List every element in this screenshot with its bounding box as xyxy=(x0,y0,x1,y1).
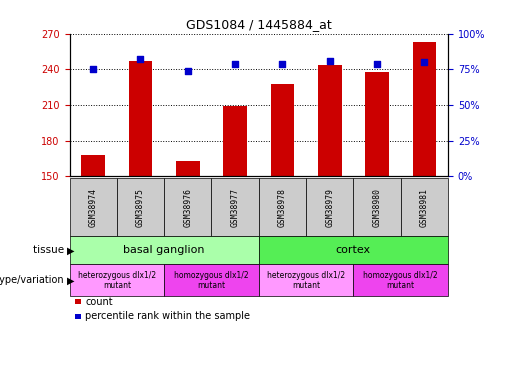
Text: GSM38977: GSM38977 xyxy=(231,188,239,226)
Title: GDS1084 / 1445884_at: GDS1084 / 1445884_at xyxy=(186,18,332,31)
Text: homozygous dlx1/2
mutant: homozygous dlx1/2 mutant xyxy=(174,271,249,290)
Text: tissue: tissue xyxy=(32,245,67,255)
Text: percentile rank within the sample: percentile rank within the sample xyxy=(85,311,250,321)
Point xyxy=(231,61,239,67)
Text: heterozygous dlx1/2
mutant: heterozygous dlx1/2 mutant xyxy=(267,271,345,290)
Point xyxy=(89,66,97,72)
Text: ▶: ▶ xyxy=(67,245,75,255)
Text: ▶: ▶ xyxy=(67,275,75,285)
Point xyxy=(136,56,145,62)
Bar xyxy=(81,155,105,176)
Point xyxy=(184,68,192,74)
Text: count: count xyxy=(85,297,113,307)
Text: GSM38974: GSM38974 xyxy=(89,188,98,226)
Point xyxy=(278,61,286,67)
Point xyxy=(325,58,334,64)
Text: GSM38978: GSM38978 xyxy=(278,188,287,226)
Text: heterozygous dlx1/2
mutant: heterozygous dlx1/2 mutant xyxy=(78,271,156,290)
Bar xyxy=(365,72,389,176)
Bar xyxy=(176,161,200,176)
Text: cortex: cortex xyxy=(336,245,371,255)
Text: GSM38980: GSM38980 xyxy=(372,188,382,226)
Point xyxy=(420,59,428,65)
Bar xyxy=(224,106,247,176)
Text: basal ganglion: basal ganglion xyxy=(124,245,205,255)
Bar xyxy=(318,64,341,176)
Text: GSM38979: GSM38979 xyxy=(325,188,334,226)
Bar xyxy=(270,84,294,176)
Text: GSM38981: GSM38981 xyxy=(420,188,429,226)
Text: GSM38976: GSM38976 xyxy=(183,188,192,226)
Text: GSM38975: GSM38975 xyxy=(136,188,145,226)
Point xyxy=(373,61,381,67)
Text: homozygous dlx1/2
mutant: homozygous dlx1/2 mutant xyxy=(364,271,438,290)
Text: genotype/variation: genotype/variation xyxy=(0,275,67,285)
Bar xyxy=(413,42,436,176)
Bar xyxy=(129,61,152,176)
